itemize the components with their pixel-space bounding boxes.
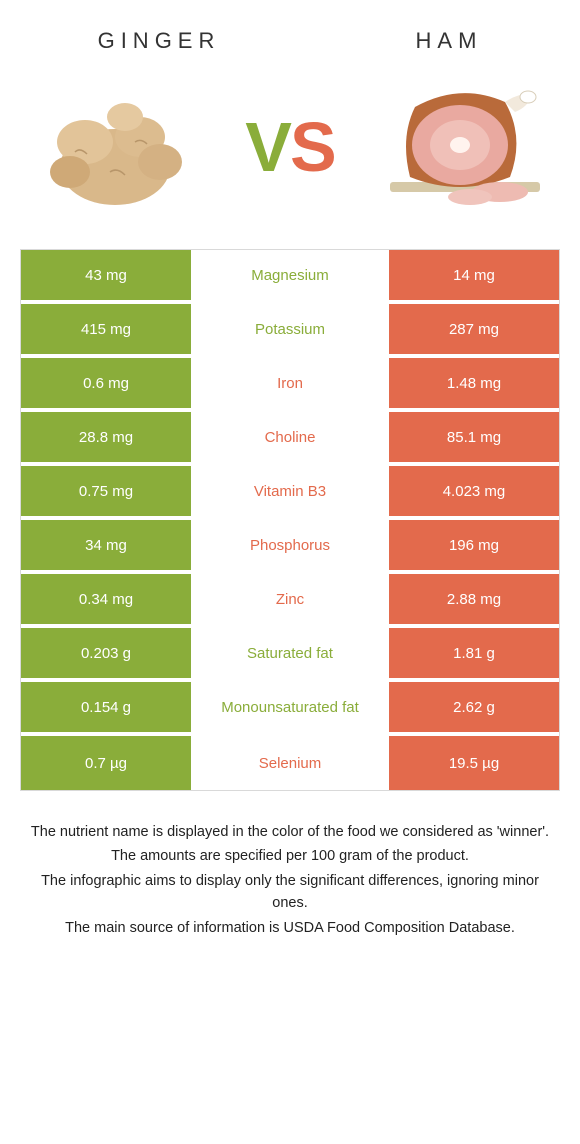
table-row: 0.203 gSaturated fat1.81 g	[21, 628, 559, 682]
table-row: 0.34 mgZinc2.88 mg	[21, 574, 559, 628]
ginger-image	[20, 64, 210, 229]
footer-line: The main source of information is USDA F…	[30, 917, 550, 939]
value-right: 287 mg	[389, 304, 559, 354]
nutrient-label: Phosphorus	[191, 520, 389, 570]
value-right: 2.62 g	[389, 682, 559, 732]
value-left: 43 mg	[21, 250, 191, 300]
value-right: 1.48 mg	[389, 358, 559, 408]
vs-s: S	[290, 108, 335, 186]
value-right: 196 mg	[389, 520, 559, 570]
value-right: 4.023 mg	[389, 466, 559, 516]
images-row: VS	[0, 64, 580, 249]
ham-icon	[370, 67, 560, 227]
value-left: 28.8 mg	[21, 412, 191, 462]
table-row: 34 mgPhosphorus196 mg	[21, 520, 559, 574]
footer-line: The infographic aims to display only the…	[30, 870, 550, 915]
table-row: 28.8 mgCholine85.1 mg	[21, 412, 559, 466]
nutrient-label: Monounsaturated fat	[191, 682, 389, 732]
value-right: 19.5 µg	[389, 736, 559, 790]
value-right: 85.1 mg	[389, 412, 559, 462]
title-right: Ham	[416, 28, 483, 54]
nutrient-label: Selenium	[191, 736, 389, 790]
nutrient-label: Vitamin B3	[191, 466, 389, 516]
header: Ginger Ham	[0, 0, 580, 64]
value-right: 2.88 mg	[389, 574, 559, 624]
value-left: 415 mg	[21, 304, 191, 354]
vs-v: V	[245, 108, 290, 186]
value-right: 14 mg	[389, 250, 559, 300]
vs-label: VS	[245, 107, 334, 187]
title-left: Ginger	[98, 28, 221, 54]
table-row: 0.75 mgVitamin B34.023 mg	[21, 466, 559, 520]
nutrient-label: Choline	[191, 412, 389, 462]
footer-line: The nutrient name is displayed in the co…	[30, 821, 550, 843]
table-row: 0.6 mgIron1.48 mg	[21, 358, 559, 412]
nutrient-label: Potassium	[191, 304, 389, 354]
value-left: 0.203 g	[21, 628, 191, 678]
nutrient-label: Magnesium	[191, 250, 389, 300]
value-left: 0.6 mg	[21, 358, 191, 408]
footer: The nutrient name is displayed in the co…	[30, 821, 550, 939]
table-row: 415 mgPotassium287 mg	[21, 304, 559, 358]
nutrient-label: Saturated fat	[191, 628, 389, 678]
footer-line: The amounts are specified per 100 gram o…	[30, 845, 550, 867]
value-left: 0.34 mg	[21, 574, 191, 624]
value-left: 0.75 mg	[21, 466, 191, 516]
ginger-icon	[25, 72, 205, 222]
value-right: 1.81 g	[389, 628, 559, 678]
ham-image	[370, 64, 560, 229]
table-row: 0.154 gMonounsaturated fat2.62 g	[21, 682, 559, 736]
nutrient-label: Iron	[191, 358, 389, 408]
value-left: 0.154 g	[21, 682, 191, 732]
table-row: 43 mgMagnesium14 mg	[21, 250, 559, 304]
table-row: 0.7 µgSelenium19.5 µg	[21, 736, 559, 790]
nutrient-table: 43 mgMagnesium14 mg415 mgPotassium287 mg…	[20, 249, 560, 791]
value-left: 0.7 µg	[21, 736, 191, 790]
nutrient-label: Zinc	[191, 574, 389, 624]
value-left: 34 mg	[21, 520, 191, 570]
